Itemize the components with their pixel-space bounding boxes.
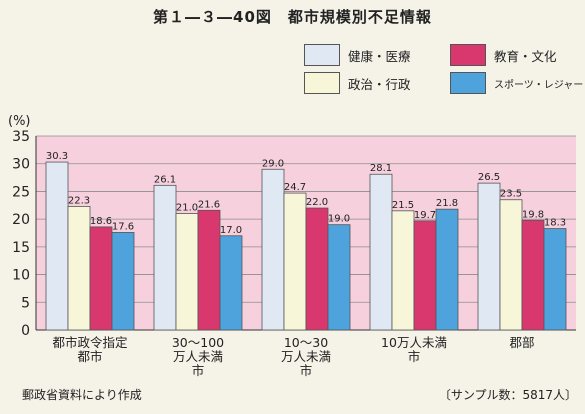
y-tick-label: 0 [21, 323, 30, 339]
bar-sports [435, 208, 459, 331]
sample-size-note: 〔サンプル数：5817人〕 [438, 388, 577, 402]
value-label: 19.8 [522, 209, 544, 220]
x-tick-label: 市 [408, 349, 421, 364]
y-tick-label: 25 [12, 184, 30, 200]
legend-item-sports: スポーツ・レジャー [450, 72, 583, 94]
value-label: 23.5 [500, 189, 522, 200]
x-tick-label: 都市 [77, 349, 102, 364]
value-label: 22.0 [306, 197, 328, 208]
y-tick-label: 30 [12, 157, 30, 173]
x-tick-label: 万人未満 [281, 349, 331, 364]
bar-politics [499, 199, 523, 331]
legend-swatch-politics [304, 72, 340, 94]
x-tick-label: 10～30 [284, 335, 328, 350]
legend-item-health: 健康・医療 [304, 44, 411, 66]
y-tick-label: 15 [12, 240, 30, 256]
x-tick-label: 郡部 [509, 335, 534, 350]
legend-swatch-education [450, 44, 486, 66]
value-label: 28.1 [370, 163, 392, 174]
value-label: 21.0 [176, 203, 198, 214]
y-tick-label: 20 [12, 212, 30, 228]
value-label: 30.3 [46, 151, 68, 162]
bar-sports [219, 235, 243, 331]
chart-title: 第１―３―40図 都市規模別不足情報 [153, 8, 432, 26]
bar-education [413, 220, 437, 331]
x-tick-label: 30～100 [172, 335, 224, 350]
value-label: 19.0 [328, 214, 350, 225]
x-tick-label: 都市政令指定 [52, 335, 127, 350]
bar-health [261, 168, 285, 331]
bar-politics [283, 192, 307, 331]
value-label: 21.8 [436, 198, 458, 209]
legend-label-sports: スポーツ・レジャー [494, 79, 584, 91]
bar-health [153, 184, 177, 331]
value-label: 17.6 [112, 221, 134, 232]
bar-health [477, 182, 501, 331]
bar-sports [327, 224, 351, 331]
bar-health [369, 173, 393, 331]
legend-item-education: 教育・文化 [450, 44, 557, 66]
legend-label-politics: 政治・行政 [348, 76, 411, 92]
value-label: 19.7 [414, 210, 436, 221]
y-axis-unit: (%) [8, 114, 31, 129]
bar-sports [543, 228, 567, 331]
bar-politics [391, 210, 415, 331]
bar-sports [111, 232, 135, 331]
value-label: 18.3 [544, 218, 566, 229]
bar-health [45, 161, 69, 331]
bar-education [521, 219, 545, 331]
value-label: 26.5 [478, 172, 500, 183]
value-label: 17.0 [220, 225, 242, 236]
bar-education [197, 209, 221, 331]
source-note: 郵政省資料により作成 [22, 388, 142, 402]
y-tick-label: 35 [12, 129, 30, 145]
x-tick-label: 市 [192, 363, 205, 378]
legend-label-health: 健康・医療 [348, 48, 411, 64]
value-label: 29.0 [262, 158, 284, 169]
y-tick-label: 5 [21, 295, 30, 311]
legend-item-politics: 政治・行政 [304, 72, 411, 94]
bar-education [305, 207, 329, 331]
y-tick-label: 10 [12, 268, 30, 284]
value-label: 24.7 [284, 182, 306, 193]
value-label: 21.6 [198, 199, 220, 210]
bar-politics [67, 205, 91, 331]
legend-label-education: 教育・文化 [494, 48, 557, 64]
legend-swatch-sports [450, 72, 486, 94]
bar-education [89, 226, 113, 331]
legend-swatch-health [304, 44, 340, 66]
x-tick-label: 万人未満 [173, 349, 223, 364]
value-label: 18.6 [90, 216, 112, 227]
value-label: 22.3 [68, 195, 90, 206]
value-label: 26.1 [154, 174, 176, 185]
x-tick-label: 10万人未満 [381, 335, 447, 350]
value-label: 21.5 [392, 200, 414, 211]
x-tick-label: 市 [300, 363, 313, 378]
bar-politics [175, 213, 199, 331]
